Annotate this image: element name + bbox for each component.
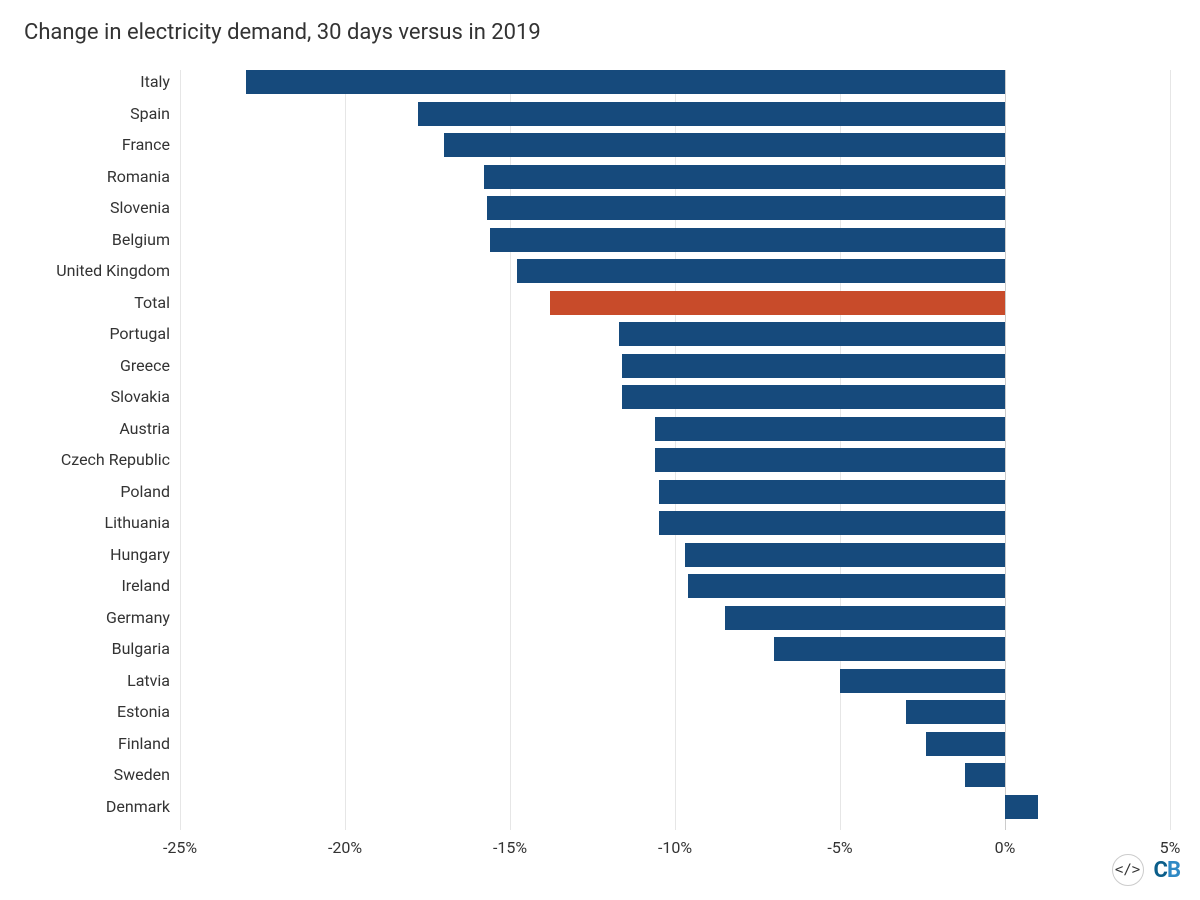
chart-container: Change in electricity demand, 30 days ve… [0,0,1200,900]
bar [840,669,1005,693]
bar [906,700,1005,724]
bar [774,637,1005,661]
gridline [345,70,346,830]
bar [926,732,1005,756]
bar [655,448,1005,472]
y-axis-category-label: Poland [120,480,170,504]
y-axis-category-label: Lithuania [104,511,170,535]
y-axis-category-label: Slovenia [110,196,170,220]
bar [659,511,1006,535]
bar [622,354,1005,378]
y-axis-category-label: Finland [118,732,170,756]
y-axis-category-label: Sweden [114,763,170,787]
bar [444,133,1005,157]
cb-logo[interactable]: CB [1154,858,1180,883]
bar [965,763,1005,787]
plot-area [180,70,1170,830]
y-axis-category-label: Ireland [121,574,170,598]
y-axis-category-label: Austria [119,417,170,441]
y-axis-category-label: Italy [140,70,170,94]
x-axis-tick-label: -5% [827,838,852,857]
bar [517,259,1005,283]
embed-button[interactable]: </> [1112,854,1144,886]
bar [685,543,1005,567]
gridline-zero [1005,70,1006,830]
bar [688,574,1005,598]
bar [487,196,1005,220]
y-axis-category-label: Estonia [117,700,170,724]
x-axis-tick-label: -15% [493,838,527,857]
y-axis-category-label: Bulgaria [112,637,170,661]
cb-logo-b: B [1167,858,1180,883]
bar [655,417,1005,441]
x-axis-tick-label: -10% [658,838,692,857]
bar [246,70,1005,94]
x-axis-tick-label: 0% [995,838,1016,857]
y-axis-category-label: Spain [130,102,170,126]
bar [622,385,1005,409]
footer-icons: </> CB [1112,854,1180,886]
bar [550,291,1005,315]
y-axis-category-label: Latvia [127,669,170,693]
y-axis-category-label: Total [134,291,170,315]
y-axis-category-label: Czech Republic [61,448,170,472]
y-axis-category-label: Hungary [110,543,170,567]
y-axis-category-label: Greece [120,354,170,378]
chart-title: Change in electricity demand, 30 days ve… [24,20,541,45]
gridline [180,70,181,830]
x-axis-tick-label: 5% [1160,838,1181,857]
bar [418,102,1005,126]
x-axis-tick-label: -20% [328,838,362,857]
gridline [1170,70,1171,830]
code-icon: </> [1115,862,1140,878]
x-axis-tick-label: -25% [163,838,197,857]
y-axis-category-label: Portugal [109,322,170,346]
y-axis-category-label: Belgium [112,228,170,252]
bar [484,165,1005,189]
bar [659,480,1006,504]
y-axis-category-label: France [122,133,170,157]
y-axis-category-label: Denmark [106,795,170,819]
y-axis-category-label: Romania [107,165,170,189]
y-axis-category-label: United Kingdom [56,259,170,283]
y-axis-category-label: Slovakia [111,385,170,409]
cb-logo-c: C [1154,858,1167,883]
bar [619,322,1005,346]
y-axis-category-label: Germany [106,606,170,630]
bar [490,228,1005,252]
bar [1005,795,1038,819]
bar [725,606,1006,630]
